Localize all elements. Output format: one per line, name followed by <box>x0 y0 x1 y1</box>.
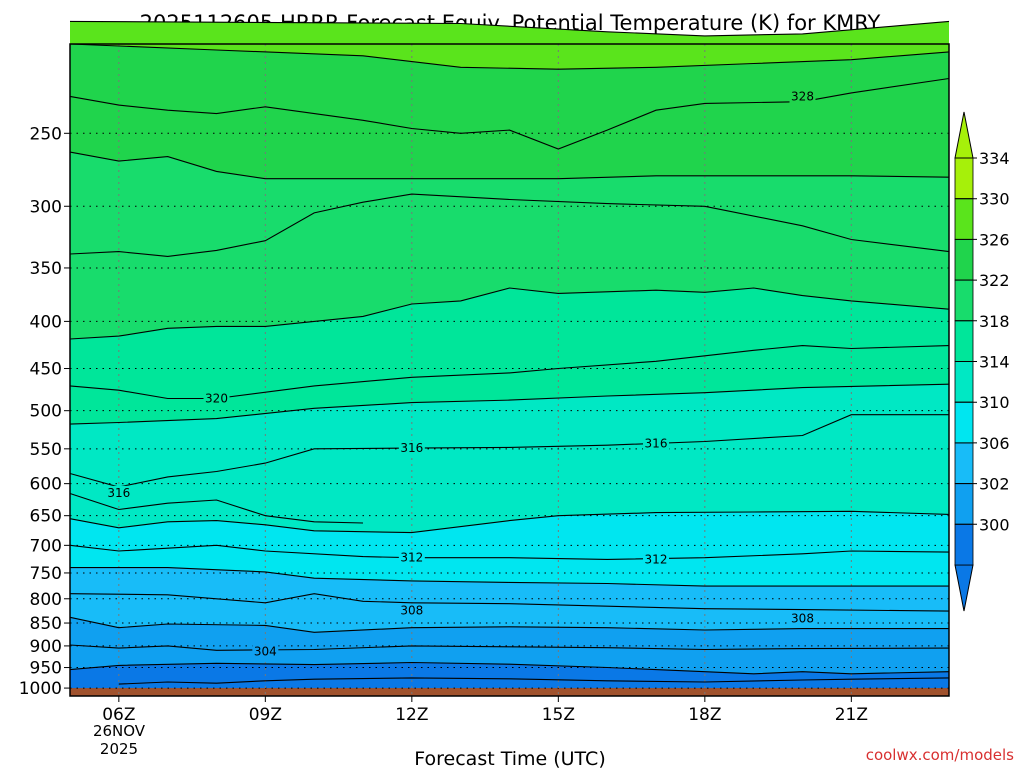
y-tick-label: 550 <box>30 440 62 460</box>
x-date-line-1: 26NOV <box>93 722 146 740</box>
contour-314 <box>69 510 950 534</box>
contour-label-bg <box>398 441 425 456</box>
colorbar-segment <box>954 279 974 322</box>
colorbar-label: 310 <box>979 393 1010 412</box>
colorbar-label: 334 <box>979 149 1010 168</box>
contour-label: 316 <box>400 441 423 455</box>
y-tick-label: 1000 <box>19 679 62 699</box>
contour-label: 320 <box>205 391 228 405</box>
contour-label-bg <box>398 550 425 565</box>
x-tick-label: 06Z <box>102 705 135 725</box>
fill-band-332 <box>70 21 949 44</box>
y-tick-label: 650 <box>30 507 62 527</box>
contour-label: 312 <box>400 551 423 565</box>
x-axis: 06Z 09Z 12Z 15Z 18Z 21Z <box>102 696 868 725</box>
contour-label-bg <box>789 89 816 104</box>
x-tick-label: 09Z <box>249 705 282 725</box>
contour-318 <box>69 383 950 425</box>
y-tick-label: 400 <box>30 312 62 332</box>
y-axis: 250 300 350 400 450 500 550 600 650 700 750 800 850 9… <box>19 124 70 699</box>
contour-308 <box>69 593 950 612</box>
x-tick-label: 18Z <box>688 705 721 725</box>
y-tick-label: 600 <box>30 475 62 495</box>
terrain <box>70 688 949 696</box>
colorbar-segment <box>954 198 974 240</box>
colorbar-segment <box>954 483 974 525</box>
contour-300 <box>118 677 950 685</box>
y-tick-label: 500 <box>30 402 62 422</box>
colorbar-label: 318 <box>979 312 1010 331</box>
y-tick-label: 450 <box>30 360 62 380</box>
contour-320 <box>69 345 950 400</box>
contour-330 <box>69 43 950 70</box>
colorbar-segment <box>954 401 974 444</box>
contour-328 <box>69 77 950 150</box>
y-tick-label: 850 <box>30 614 62 634</box>
colorbar-label: 330 <box>979 190 1010 209</box>
colorbar-segment <box>954 442 974 484</box>
contour-label: 312 <box>645 552 668 566</box>
contour-label: 328 <box>791 89 814 103</box>
credit: coolwx.com/models <box>866 746 1014 764</box>
y-tick-label: 900 <box>30 637 62 657</box>
contour-label: 308 <box>400 604 423 618</box>
x-tick-label: 12Z <box>395 705 428 725</box>
contour-label-bg <box>398 603 425 618</box>
plot-frame <box>69 43 950 697</box>
contour-labels: 328 320 316 316 316 312 312 308 308 304 <box>105 89 816 659</box>
contour-306 <box>69 616 949 633</box>
contour-lines <box>69 20 950 685</box>
colorbar-segment <box>954 320 974 362</box>
fill-band-328 <box>70 44 949 149</box>
y-tick-label: 800 <box>30 590 62 610</box>
contour-label: 316 <box>107 486 130 500</box>
contour-fills <box>70 21 950 696</box>
contour-label: 308 <box>791 611 814 625</box>
colorbar-label: 314 <box>979 353 1010 372</box>
x-tick-label: 21Z <box>835 705 868 725</box>
x-tick-label: 15Z <box>542 705 575 725</box>
terrain-fill <box>70 688 949 696</box>
contour-label: 304 <box>254 645 277 659</box>
y-tick-label: 300 <box>30 197 62 217</box>
contour-326 <box>69 151 950 180</box>
y-tick-label: 250 <box>30 124 62 144</box>
contour-label: 316 <box>645 437 668 451</box>
x-date-line-2: 2025 <box>100 740 138 758</box>
colorbar-label: 302 <box>979 475 1010 494</box>
grid <box>70 44 949 696</box>
contour-324 <box>69 193 950 257</box>
colorbar-label: 322 <box>979 271 1010 290</box>
colorbar-label: 300 <box>979 515 1010 534</box>
colorbar-label: 326 <box>979 230 1010 249</box>
contour-332 <box>69 20 950 37</box>
x-axis-label: Forecast Time (UTC) <box>414 748 605 768</box>
colorbar-segment <box>954 523 974 566</box>
colorbar-extend-bottom <box>954 564 974 612</box>
y-tick-label: 700 <box>30 536 62 556</box>
colorbar-segment <box>954 157 974 200</box>
contour-310 <box>70 567 949 587</box>
colorbar: 334 330 326 322 318 314 310 306 302 300 <box>954 111 1010 612</box>
contour-315 <box>69 492 364 524</box>
colorbar-segment <box>954 238 974 281</box>
fill-band-330 <box>70 44 949 70</box>
y-tick-label: 750 <box>30 564 62 584</box>
y-tick-label: 950 <box>30 659 62 679</box>
colorbar-extend-top <box>954 111 974 159</box>
contour-304 <box>69 644 950 651</box>
contour-label-bg <box>203 391 230 406</box>
y-tick-label: 350 <box>30 259 62 279</box>
contour-302 <box>69 661 950 675</box>
contour-label-bg <box>643 552 669 567</box>
colorbar-label: 306 <box>979 434 1010 453</box>
contour-label-bg <box>252 644 279 659</box>
colorbar-segment <box>954 361 974 403</box>
contour-label-bg <box>789 611 816 626</box>
contour-label-bg <box>105 485 132 500</box>
contour-label-bg <box>643 436 669 451</box>
contour-322 <box>69 287 950 340</box>
